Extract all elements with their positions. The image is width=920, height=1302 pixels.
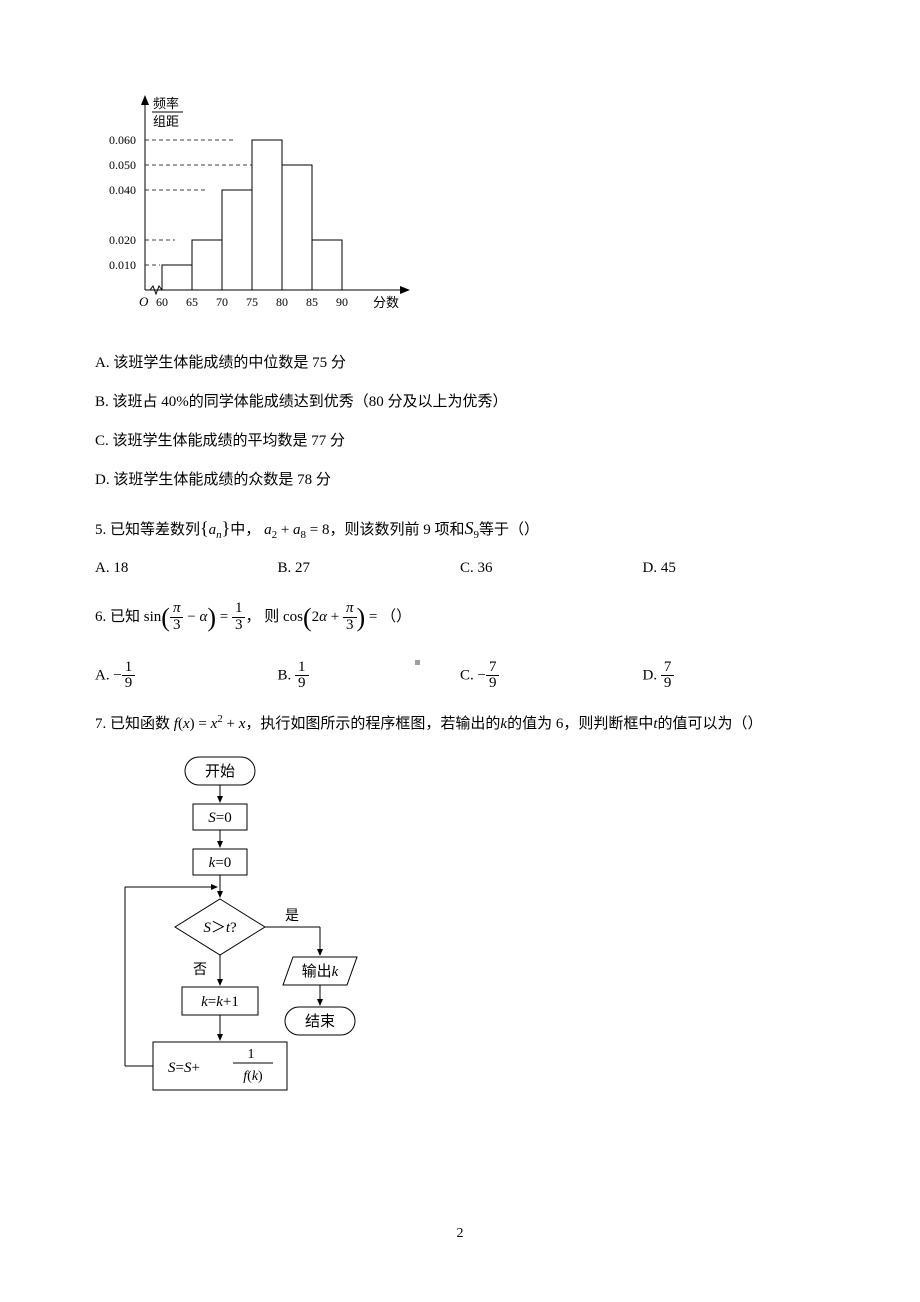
q4-option-a: A. 该班学生体能成绩的中位数是 75 分 [95,350,825,377]
svg-text:65: 65 [186,295,198,309]
svg-text:S=0: S=0 [208,810,231,826]
xaxis-label: 分数 [373,295,399,310]
svg-text:S=S+: S=S+ [168,1060,200,1076]
q5-stem: 5. 已知等差数列{an}中， a2 + a8 = 8，则该数列前 9 项和S9… [95,512,825,546]
q5-opt-a: A. 18 [95,560,278,577]
q5-opt-b: B. 27 [278,560,461,577]
ytick-020: 0.020 [109,233,136,247]
svg-text:80: 80 [276,295,288,309]
svg-text:85: 85 [306,295,318,309]
yaxis-label-bot: 组距 [153,114,179,129]
svg-text:60: 60 [156,295,168,309]
ytick-060: 0.060 [109,133,136,147]
q6-opt-a: A. −19 [95,660,278,693]
flow-yes: 是 [285,909,299,924]
q4-option-b: B. 该班占 40%的同学体能成绩达到优秀（80 分及以上为优秀） [95,389,825,416]
svg-text:S＞t?: S＞t? [203,920,237,936]
yaxis-label-top: 频率 [153,96,179,111]
q4-option-d: D. 该班学生体能成绩的众数是 78 分 [95,467,825,494]
ytick-040: 0.040 [109,183,136,197]
svg-text:70: 70 [216,295,228,309]
marker-icon [415,660,420,665]
q6-opt-b: B. 19 [278,660,461,693]
q6-options: A. −19 B. 19 C. −79 D. 79 [95,660,825,693]
flow-start: 开始 [205,763,235,780]
histogram: 0.060 0.050 0.040 0.020 0.010 频率 组距 O 60… [105,90,825,325]
svg-text:f(k): f(k) [243,1069,263,1084]
svg-text:90: 90 [336,295,348,309]
svg-text:k=k+1: k=k+1 [201,994,239,1010]
q5-opt-c: C. 36 [460,560,643,577]
q6-opt-c: C. −79 [460,660,643,693]
svg-text:k=0: k=0 [209,855,232,871]
flow-end: 结束 [305,1013,335,1030]
ytick-010: 0.010 [109,258,136,272]
q6-stem: 6. 已知 sin(π3 − α) = 13， 则 cos(2α + π3) =… [95,595,825,642]
q6-opt-d: D. 79 [643,660,826,693]
q4-option-c: C. 该班学生体能成绩的平均数是 77 分 [95,428,825,455]
flowchart: 开始 S=0 k=0 S＞t? 是 输出k 结束 [105,752,825,1157]
svg-text:输出k: 输出k [302,963,339,980]
page-number: 2 [0,1226,920,1242]
svg-text:1: 1 [248,1047,255,1062]
q5-options: A. 18 B. 27 C. 36 D. 45 [95,560,825,577]
svg-text:75: 75 [246,295,258,309]
q7-stem: 7. 已知函数 f(x) = x2 + x，执行如图所示的程序框图，若输出的k的… [95,710,825,738]
x-origin: O [139,294,149,309]
flow-no: 否 [193,963,207,978]
ytick-050: 0.050 [109,158,136,172]
q5-opt-d: D. 45 [643,560,826,577]
